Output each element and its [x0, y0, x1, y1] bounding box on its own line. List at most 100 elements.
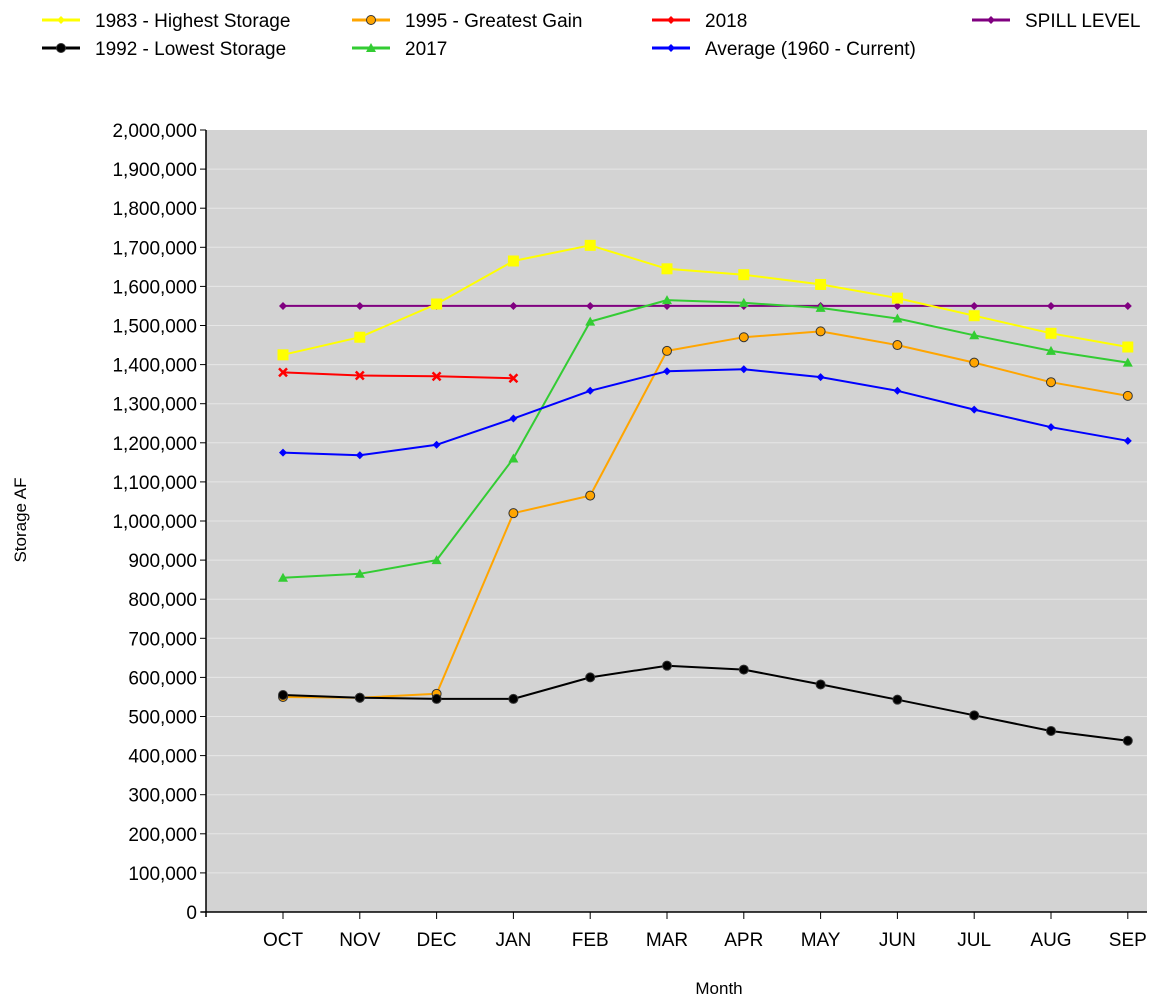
x-axis: OCT NOV DEC JAN FEB MAR APR MAY JUN JUL AUG SEP [201, 911, 1147, 951]
y-tick-label: 700,000 [128, 629, 197, 650]
point-1983-highest-storage-apr [738, 269, 750, 281]
legend-marker [667, 16, 675, 24]
point-average-1960-current-aug [1047, 423, 1055, 432]
legend-label: 1983 - Highest Storage [95, 11, 290, 32]
line-1992-lowest-storage [282, 664, 1128, 742]
point-2018-oct [278, 367, 288, 378]
x-axis-title: Month [695, 979, 742, 998]
point-1992-lowest-storage-sep [1122, 735, 1133, 746]
series-group [277, 239, 1134, 746]
y-tick-label: 0 [186, 903, 197, 924]
line-2018 [282, 371, 514, 380]
point-1983-highest-storage-may [815, 278, 827, 290]
point-spill-level-aug [1047, 301, 1055, 310]
point-2018-jan [508, 373, 519, 384]
point-1995-greatest-gain-sep [1122, 390, 1133, 401]
legend-marker [987, 16, 995, 24]
y-tick-label: 1,900,000 [112, 160, 197, 181]
legend-label: 2017 [405, 39, 447, 60]
point-1992-lowest-storage-dec [431, 693, 442, 704]
point-2017-nov [354, 568, 365, 578]
point-1983-highest-storage-mar [661, 263, 673, 275]
point-1983-highest-storage-sep [1122, 341, 1134, 353]
legend-marker [366, 43, 376, 52]
series-1983-highest-storage [277, 239, 1134, 361]
point-2017-dec [431, 555, 442, 565]
y-tick-label: 200,000 [128, 825, 197, 846]
x-tick-label-jul: JUL [957, 930, 991, 951]
point-1992-lowest-storage-apr [738, 664, 749, 675]
point-1995-greatest-gain-may [815, 326, 826, 337]
legend: 1983 - Highest Storage 1992 - Lowest Stor… [42, 11, 1140, 60]
point-average-1960-current-feb [586, 386, 595, 395]
x-tick-label-nov: NOV [339, 930, 381, 951]
point-1992-lowest-storage-nov [354, 692, 365, 703]
x-tick-label-jun: JUN [879, 930, 916, 951]
x-tick-label-aug: AUG [1030, 930, 1071, 951]
point-1995-greatest-gain-jun [892, 340, 903, 351]
point-1983-highest-storage-jul [968, 310, 980, 322]
point-1995-greatest-gain-apr [738, 332, 749, 343]
legend-item-2017: 2017 [352, 39, 447, 60]
point-1983-highest-storage-nov [354, 331, 366, 343]
point-average-1960-current-nov [355, 451, 364, 460]
point-spill-level-sep [1123, 301, 1132, 310]
point-1992-lowest-storage-mar [662, 660, 672, 671]
legend-item-2018: 2018 [652, 11, 747, 32]
point-2017-jan [508, 453, 519, 463]
point-average-1960-current-jul [970, 405, 979, 414]
series-1992-lowest-storage [278, 660, 1133, 746]
x-tick-label-feb: FEB [572, 930, 609, 951]
line-2017 [282, 299, 1128, 579]
x-tick-label-mar: MAR [646, 930, 688, 951]
line-average-1960-current [282, 368, 1128, 457]
point-2017-sep [1122, 357, 1133, 367]
point-2017-mar [662, 295, 672, 305]
point-average-1960-current-sep [1123, 436, 1132, 445]
y-axis: 0 100,000 200,000 300,000 400,000 500,000 600,… [112, 121, 207, 924]
y-tick-label: 2,000,000 [112, 121, 197, 142]
series-average-1960-current [279, 365, 1132, 460]
point-spill-level-feb [586, 301, 595, 310]
legend-item-spill-level: SPILL LEVEL [972, 11, 1140, 32]
series-2018 [278, 367, 519, 384]
point-1983-highest-storage-aug [1045, 327, 1057, 339]
point-average-1960-current-may [816, 373, 825, 382]
point-1983-highest-storage-jan [507, 255, 519, 267]
legend-label: Average (1960 - Current) [705, 39, 916, 60]
y-tick-label: 500,000 [128, 708, 197, 729]
gridlines [206, 168, 1147, 874]
point-average-1960-current-apr [739, 365, 748, 374]
series-2017 [278, 295, 1133, 582]
point-1983-highest-storage-oct [277, 349, 289, 361]
x-tick-label-oct: OCT [263, 930, 304, 951]
point-spill-level-nov [355, 301, 364, 310]
point-1995-greatest-gain-aug [1046, 377, 1056, 388]
point-average-1960-current-dec [432, 440, 441, 449]
point-2017-jul [969, 330, 980, 340]
point-2017-aug [1046, 345, 1056, 355]
point-1995-greatest-gain-jan [508, 508, 519, 519]
point-average-1960-current-jan [509, 414, 518, 423]
line-1983-highest-storage [282, 244, 1128, 356]
y-tick-label: 100,000 [128, 864, 197, 885]
x-tick-label-jan: JAN [495, 930, 531, 951]
x-tick-label-apr: APR [724, 930, 763, 951]
point-2017-oct [278, 572, 288, 582]
point-1992-lowest-storage-oct [278, 689, 288, 700]
legend-marker [57, 16, 65, 24]
point-1995-greatest-gain-feb [585, 490, 596, 501]
point-1992-lowest-storage-aug [1046, 725, 1056, 736]
legend-item-1995-greatest-gain: 1995 - Greatest Gain [352, 11, 582, 32]
y-tick-label: 1,500,000 [112, 317, 197, 338]
legend-label: 1992 - Lowest Storage [95, 39, 286, 60]
point-1983-highest-storage-dec [431, 298, 443, 310]
point-spill-level-jan [509, 301, 518, 310]
y-tick-label: 400,000 [128, 747, 197, 768]
point-1992-lowest-storage-jun [892, 694, 903, 705]
legend-marker [366, 15, 376, 25]
y-tick-label: 1,000,000 [112, 512, 197, 533]
y-tick-label: 800,000 [128, 590, 197, 611]
point-average-1960-current-oct [279, 448, 287, 457]
point-2017-apr [738, 297, 749, 307]
